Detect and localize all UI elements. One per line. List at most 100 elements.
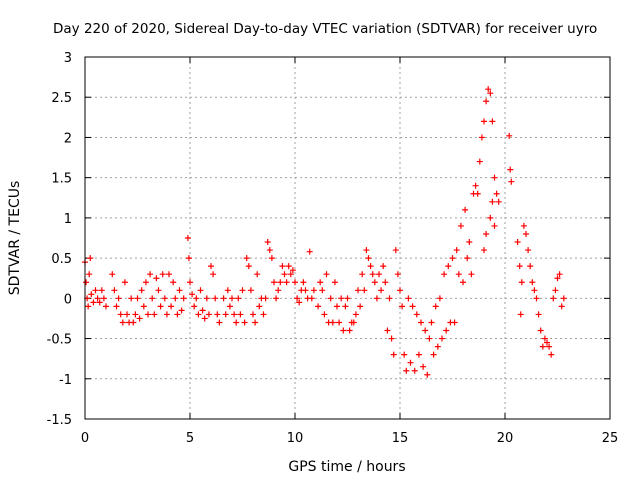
data-point — [254, 271, 261, 278]
data-point — [98, 287, 105, 294]
data-point — [378, 287, 385, 294]
data-point — [317, 279, 324, 286]
data-point — [138, 287, 145, 294]
data-point — [535, 311, 542, 318]
x-tick-label: 10 — [287, 431, 304, 446]
y-tick-label: -1 — [59, 373, 72, 388]
data-point — [235, 295, 242, 302]
data-point — [481, 118, 487, 125]
x-tick-label: 0 — [81, 431, 89, 446]
data-point — [392, 247, 399, 254]
data-point — [449, 255, 456, 262]
data-point — [109, 271, 116, 278]
data-point — [145, 311, 151, 318]
x-tick-label: 25 — [602, 431, 619, 446]
data-point — [103, 303, 109, 310]
data-point — [180, 295, 187, 302]
data-point — [260, 311, 267, 318]
data-point — [340, 327, 347, 334]
data-point — [457, 222, 464, 229]
data-point — [491, 222, 498, 229]
data-point — [279, 263, 286, 270]
data-point — [493, 190, 500, 197]
x-tick-label: 5 — [186, 431, 194, 446]
data-point — [306, 248, 313, 255]
data-point — [193, 295, 200, 302]
data-point — [439, 335, 445, 342]
data-point — [321, 311, 328, 318]
data-point — [344, 295, 351, 302]
data-point — [434, 343, 441, 350]
data-point — [256, 303, 263, 310]
data-point — [382, 279, 389, 286]
data-point — [546, 343, 553, 350]
data-point — [185, 255, 192, 262]
data-point — [415, 351, 422, 358]
data-point — [357, 303, 364, 310]
data-point — [489, 118, 496, 125]
data-point — [174, 311, 181, 318]
data-point — [472, 182, 479, 189]
data-point — [460, 279, 466, 286]
data-point — [117, 311, 124, 318]
data-point — [407, 359, 414, 366]
data-point — [464, 255, 471, 262]
data-point — [550, 295, 557, 302]
data-point — [334, 303, 340, 310]
data-point — [294, 295, 301, 302]
data-point — [369, 271, 376, 278]
data-point — [323, 271, 330, 278]
x-axis-label: GPS time / hours — [288, 459, 405, 475]
data-point — [483, 98, 490, 105]
data-point — [233, 319, 240, 326]
data-point — [539, 343, 546, 350]
data-point — [529, 279, 536, 286]
data-point — [394, 271, 401, 278]
x-tick-label: 20 — [497, 431, 514, 446]
data-point — [245, 263, 252, 270]
data-point — [283, 279, 290, 286]
data-point — [83, 279, 90, 286]
data-point — [187, 279, 193, 286]
data-point — [376, 271, 382, 278]
data-point — [111, 287, 118, 294]
data-point — [331, 279, 338, 286]
data-point — [155, 287, 162, 294]
data-point — [94, 295, 101, 302]
data-point — [142, 279, 149, 286]
data-point — [514, 239, 521, 246]
data-point — [533, 295, 540, 302]
data-point — [252, 319, 259, 326]
data-point — [485, 86, 492, 93]
data-point — [247, 287, 254, 294]
data-point — [130, 319, 137, 326]
data-point — [401, 351, 408, 358]
data-point — [373, 295, 380, 302]
data-point — [329, 319, 336, 326]
data-point — [352, 311, 359, 318]
data-point — [197, 287, 204, 294]
data-point — [420, 363, 427, 370]
data-point — [424, 371, 431, 378]
data-point — [92, 287, 99, 294]
data-point — [518, 279, 525, 286]
data-point — [147, 271, 154, 278]
data-point — [266, 247, 273, 254]
data-point — [409, 303, 416, 310]
data-point — [88, 291, 95, 298]
data-point — [527, 263, 534, 270]
data-point — [231, 311, 238, 318]
data-point — [443, 327, 450, 334]
data-point — [237, 311, 244, 318]
data-point — [163, 311, 170, 318]
data-point — [132, 311, 139, 318]
data-point — [507, 166, 514, 173]
data-point — [342, 303, 349, 310]
data-point — [281, 271, 288, 278]
data-point — [554, 275, 561, 282]
data-point — [388, 335, 395, 342]
data-point — [361, 287, 368, 294]
data-point — [390, 351, 397, 358]
data-point — [285, 263, 292, 270]
data-point — [170, 279, 177, 286]
